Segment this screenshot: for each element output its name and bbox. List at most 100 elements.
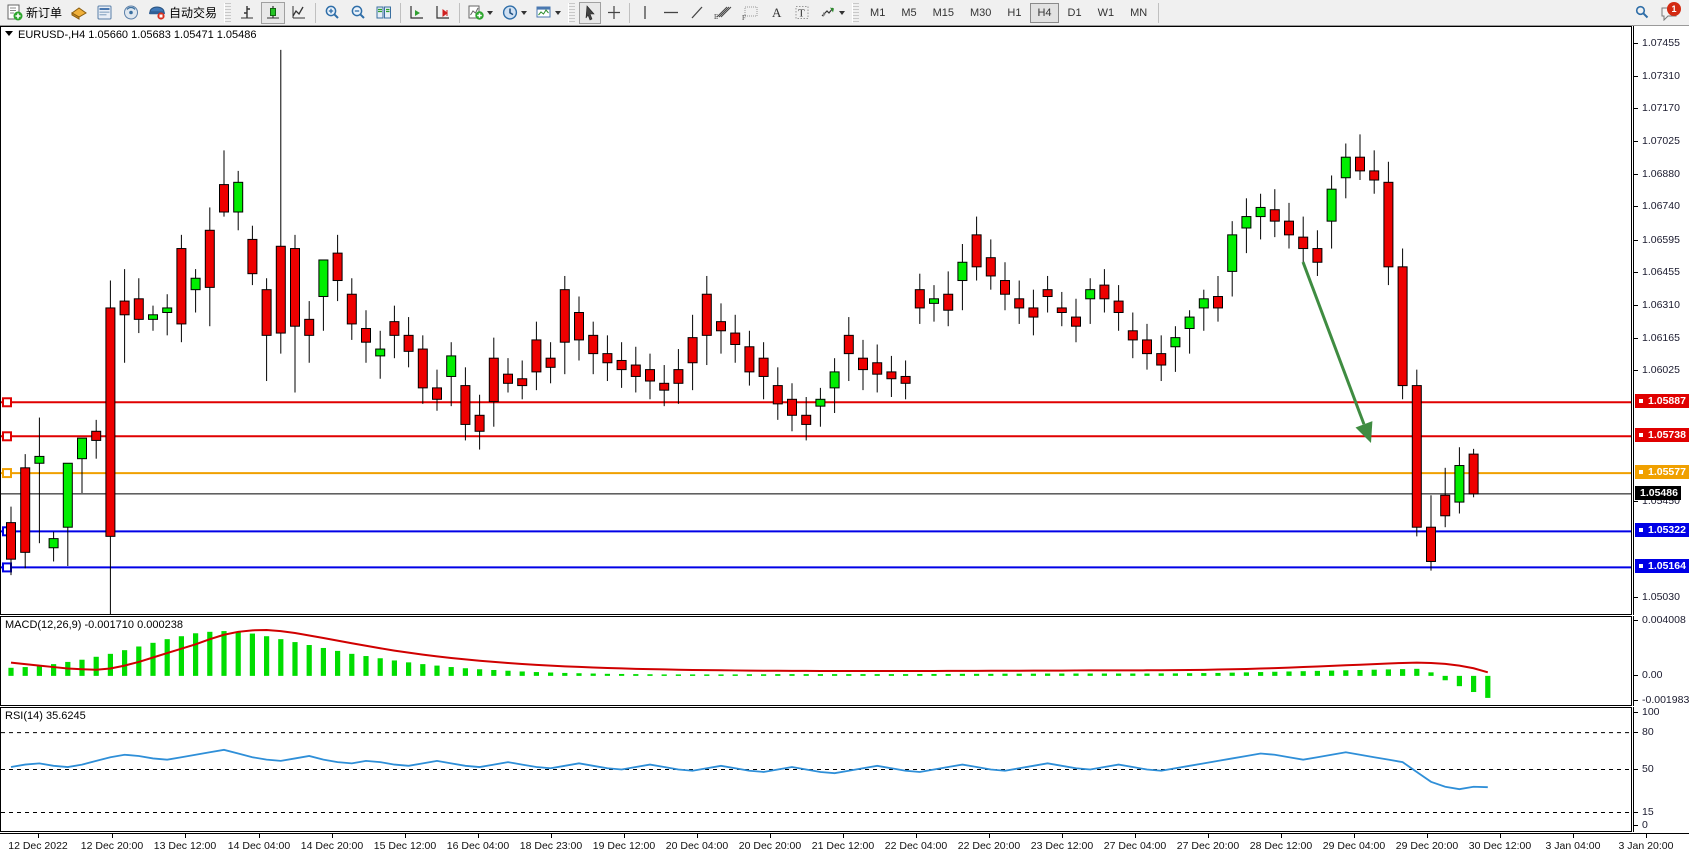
macd-panel[interactable]: MACD(12,26,9) -0.001710 0.000238	[0, 616, 1632, 706]
signals-button[interactable]	[119, 2, 143, 24]
tile-windows-button[interactable]	[372, 2, 396, 24]
time-tick-mark	[185, 834, 186, 838]
auto-trading-button[interactable]: 自动交易	[145, 2, 220, 24]
bar-chart-icon	[241, 6, 254, 19]
zoom-out-button[interactable]	[346, 2, 370, 24]
price-tag-support-1[interactable]: 1.05322	[1635, 523, 1689, 538]
cursor-tool-button[interactable]	[579, 1, 602, 24]
new-order-icon	[7, 4, 23, 21]
macd-plot	[8, 629, 1491, 698]
macd-histogram-bar	[675, 674, 681, 676]
arrows-caret-icon[interactable]	[839, 10, 846, 15]
macd-histogram-bar	[1187, 673, 1193, 676]
toolbar-grip-3[interactable]	[852, 2, 860, 23]
add-indicator-caret-icon[interactable]	[487, 10, 494, 15]
candle	[1411, 369, 1422, 537]
trendline-tool-button[interactable]	[686, 2, 708, 24]
text-tool-button[interactable]: A	[766, 2, 788, 24]
collapse-triangle-icon[interactable]	[5, 31, 13, 36]
candle	[162, 294, 173, 336]
timeframe-w1[interactable]: W1	[1097, 6, 1115, 19]
channel-tool-button[interactable]: F	[738, 2, 764, 24]
candle	[1099, 269, 1110, 313]
toolbar-grip-2[interactable]	[568, 2, 576, 23]
fibonacci-tool-button[interactable]: E	[710, 2, 736, 24]
timeframe-m1[interactable]: M1	[870, 6, 886, 19]
price-tag-resistance-1[interactable]: 1.05887	[1635, 394, 1689, 409]
candle	[1369, 150, 1380, 194]
price-tag-support-2[interactable]: 1.05164	[1635, 559, 1689, 574]
new-order-button[interactable]: 新订单	[3, 2, 65, 24]
level-handle-resistance-2[interactable]	[2, 431, 12, 442]
price-plot[interactable]	[1, 27, 1631, 614]
time-scale[interactable]: 12 Dec 2022 12 Dec 20:00 13 Dec 12:00 14 De…	[0, 833, 1689, 861]
time-label: 18 Dec 23:00	[519, 840, 583, 852]
candle	[971, 216, 982, 281]
chart-shift-button[interactable]	[405, 2, 429, 24]
price-tag-resistance-2[interactable]: 1.05738	[1635, 428, 1689, 443]
period-button[interactable]	[498, 2, 530, 24]
macd-histogram-bar	[1286, 671, 1292, 676]
chart-area[interactable]: EURUSD-,H4 1.05660 1.05683 1.05471 1.054…	[0, 26, 1689, 861]
price-scale[interactable]: 1.07455 1.07310 1.07170 1.07025 1.06880 1.067…	[1633, 26, 1689, 615]
time-tick-mark	[1281, 834, 1282, 838]
candle	[858, 339, 868, 391]
candle	[275, 49, 286, 354]
macd-histogram-bar	[462, 668, 468, 676]
macd-histogram-bar	[434, 665, 440, 676]
rsi-panel[interactable]: RSI(14) 35.6245	[0, 707, 1632, 832]
price-panel[interactable]: EURUSD-,H4 1.05660 1.05683 1.05471 1.054…	[0, 26, 1632, 615]
market-watch-button[interactable]	[93, 2, 117, 24]
macd-histogram-bar	[1116, 673, 1122, 676]
candle	[1241, 198, 1252, 254]
add-indicator-button[interactable]	[464, 2, 496, 24]
period-caret-icon[interactable]	[521, 10, 528, 15]
vertical-line-tool-button[interactable]	[634, 2, 656, 24]
timeframe-d1[interactable]: D1	[1067, 6, 1082, 19]
price-tick: 1.07455	[1634, 37, 1689, 50]
macd-histogram-bar	[1357, 669, 1363, 676]
candlestick-chart-button[interactable]	[261, 1, 286, 24]
time-label: 15 Dec 12:00	[373, 840, 437, 852]
timeframe-m30[interactable]: M30	[970, 6, 992, 19]
bearish-arrow[interactable]	[1301, 261, 1373, 443]
timeframe-h4[interactable]: H4	[1030, 2, 1059, 23]
bar-chart-button[interactable]	[235, 2, 259, 24]
candle	[1426, 495, 1436, 571]
timeframe-m15[interactable]: M15	[932, 6, 954, 19]
notifications-button[interactable]: 1	[1656, 1, 1682, 24]
timeframe-mn[interactable]: MN	[1130, 6, 1148, 19]
line-chart-button[interactable]	[287, 2, 311, 24]
level-handle-resistance-1[interactable]	[2, 397, 12, 408]
toolbar-grip-1[interactable]	[224, 2, 232, 23]
templates-caret-icon[interactable]	[555, 10, 562, 15]
main-toolbar: 新订单	[0, 0, 1689, 26]
time-tick-mark	[843, 834, 844, 838]
time-tick-mark	[1062, 834, 1063, 838]
horizontal-line-tool-button[interactable]	[658, 2, 684, 24]
arrows-tool-button[interactable]	[816, 2, 848, 24]
expert-advisors-button[interactable]	[67, 2, 91, 24]
level-handle-pivot[interactable]	[2, 468, 12, 479]
price-tag-current-price[interactable]: 1.05486	[1635, 485, 1681, 500]
crosshair-tool-button[interactable]	[603, 2, 625, 24]
timeframe-m5[interactable]: M5	[901, 6, 917, 19]
candle	[1255, 193, 1266, 240]
price-tag-label: 1.05887	[1648, 395, 1686, 408]
candle	[290, 234, 300, 393]
templates-button[interactable]	[532, 2, 564, 24]
level-handle-support-2[interactable]	[2, 562, 12, 573]
svg-text:T: T	[798, 8, 805, 20]
zoom-in-button[interactable]	[320, 2, 344, 24]
candle	[1383, 161, 1394, 286]
macd-histogram-bar	[1471, 675, 1477, 693]
arrows-icon	[821, 7, 835, 17]
macd-histogram-bar	[1485, 675, 1491, 698]
auto-scroll-button[interactable]	[431, 2, 455, 24]
search-button[interactable]	[1630, 2, 1654, 24]
timeframe-h1[interactable]: H1	[1007, 6, 1022, 19]
text-label-tool-button[interactable]: T	[790, 2, 814, 24]
text-label-icon: T	[795, 6, 809, 20]
candle	[1184, 310, 1195, 354]
price-tag-pivot[interactable]: 1.05577	[1635, 465, 1689, 480]
